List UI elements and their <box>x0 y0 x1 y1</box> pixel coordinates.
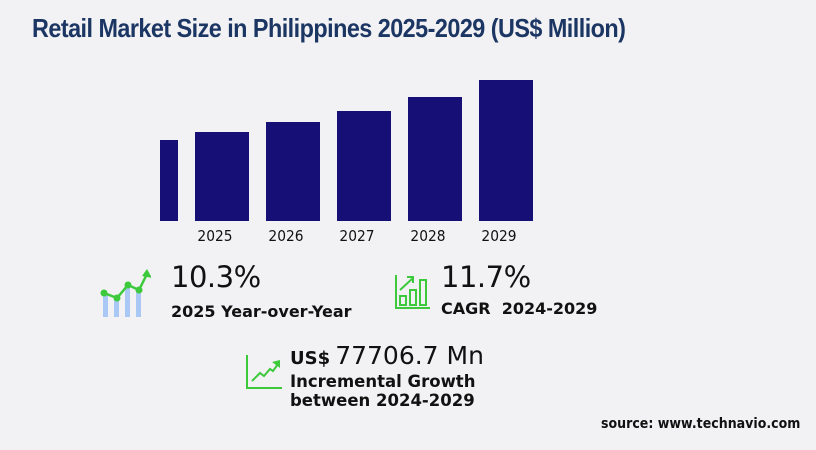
x-tick-label: 2029 <box>481 227 517 245</box>
cagr-value: 11.7% <box>441 260 531 294</box>
chart-title: Retail Market Size in Philippines 2025-2… <box>32 13 626 43</box>
incremental-value: 77706.7 Mn <box>335 341 484 370</box>
yoy-value: 10.3% <box>171 260 261 294</box>
growth-bar-line-icon <box>99 268 152 318</box>
x-tick-label: 2027 <box>339 227 375 245</box>
incremental-growth-block: US$ 77706.7 Mn Incremental Growth betwee… <box>290 341 484 411</box>
cagr-label: CAGR 2024-2029 <box>441 299 598 318</box>
bar-2028 <box>408 97 462 221</box>
incremental-label-line2: between 2024-2029 <box>290 391 475 410</box>
incremental-currency: US$ <box>290 348 331 369</box>
bar-2029 <box>479 80 533 221</box>
bar-2026 <box>266 122 320 221</box>
trend-line-icon <box>246 355 282 389</box>
bar-chart-arrow-icon <box>395 274 431 310</box>
bar-2024 <box>160 140 178 221</box>
x-tick-label: 2026 <box>268 227 304 245</box>
yoy-label: 2025 Year-over-Year <box>171 302 352 321</box>
bar-2025 <box>195 132 249 221</box>
source-attribution: source: www.technavio.com <box>601 416 801 432</box>
incremental-label-line1: Incremental Growth <box>290 372 476 391</box>
bar-2027 <box>337 111 391 221</box>
x-tick-label: 2025 <box>197 227 233 245</box>
x-tick-label: 2028 <box>410 227 446 245</box>
